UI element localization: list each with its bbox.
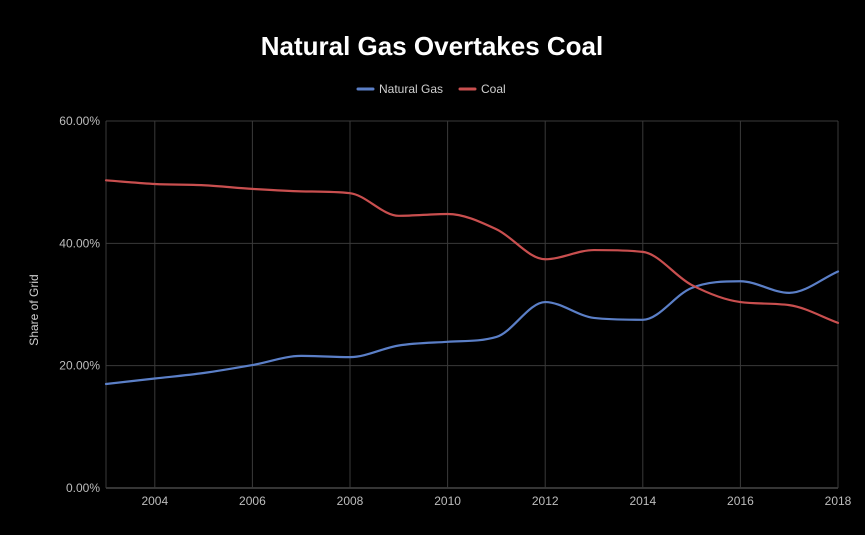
legend-label-coal: Coal [481, 82, 506, 96]
x-tick-label: 2014 [629, 494, 656, 508]
x-tick-label: 2004 [141, 494, 168, 508]
y-tick-label: 0.00% [66, 481, 100, 495]
legend: Natural Gas Coal [356, 82, 506, 96]
x-tick-label: 2012 [532, 494, 559, 508]
y-axis-title: Share of Grid [27, 274, 41, 345]
series-lines [104, 179, 840, 386]
x-tick-label: 2006 [239, 494, 266, 508]
y-tick-label: 40.00% [59, 236, 100, 250]
chart-title: Natural Gas Overtakes Coal [261, 31, 604, 61]
grid [105, 120, 839, 489]
x-tick-label: 2018 [825, 494, 852, 508]
x-tick-label: 2008 [337, 494, 364, 508]
x-axis-ticks: 2004 2006 2008 2010 2012 2014 2016 2018 [141, 494, 851, 508]
y-tick-label: 60.00% [59, 114, 100, 128]
y-tick-label: 20.00% [59, 359, 100, 373]
series-line-coal [104, 179, 840, 324]
legend-label-natural-gas: Natural Gas [379, 82, 443, 96]
x-tick-label: 2016 [727, 494, 754, 508]
x-tick-label: 2010 [434, 494, 461, 508]
y-axis-ticks: 0.00% 20.00% 40.00% 60.00% [59, 114, 100, 495]
series-line-natural-gas [104, 270, 840, 386]
